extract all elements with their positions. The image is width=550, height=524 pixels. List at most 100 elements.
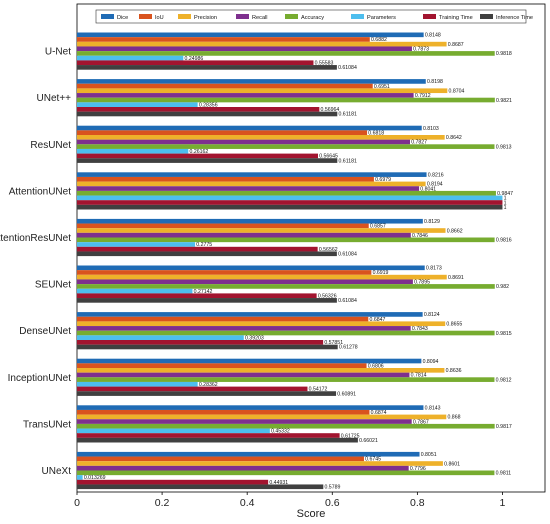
value-label-8-0: 0.8143 xyxy=(425,405,441,411)
value-label-0-6: 0.55583 xyxy=(315,60,334,66)
value-label-8-6: 0.61725 xyxy=(341,433,360,439)
value-label-1-1: 0.6951 xyxy=(374,84,390,90)
legend-swatch-2 xyxy=(178,14,191,19)
x-tick-label-5: 1 xyxy=(500,497,506,509)
value-label-5-5: 0.27142 xyxy=(194,289,213,295)
legend-swatch-1 xyxy=(139,14,152,19)
x-tick-label-2: 0.4 xyxy=(240,497,255,509)
bar-5-6 xyxy=(77,293,317,299)
bar-7-2 xyxy=(77,368,445,373)
bar-2-3 xyxy=(77,139,411,145)
legend-box xyxy=(95,9,527,24)
value-label-2-2: 0.8642 xyxy=(446,135,462,141)
bar-3-3 xyxy=(77,186,420,191)
category-label-2: ResUNet xyxy=(30,140,71,151)
bar-3-6 xyxy=(77,200,503,205)
value-label-0-4: 0.9818 xyxy=(496,51,512,57)
value-label-3-4: 0.9847 xyxy=(497,191,513,197)
bar-6-1 xyxy=(77,316,369,322)
bar-0-0 xyxy=(77,32,424,38)
value-label-4-1: 0.6857 xyxy=(370,224,386,230)
value-label-0-0: 0.8148 xyxy=(425,33,441,39)
category-label-1: UNet++ xyxy=(37,93,72,104)
value-label-2-1: 0.6818 xyxy=(368,130,384,136)
value-label-8-2: 0.868 xyxy=(447,415,460,421)
value-label-0-2: 0.8687 xyxy=(448,42,464,48)
value-label-7-1: 0.6806 xyxy=(368,363,384,369)
bar-4-0 xyxy=(77,218,423,224)
category-label-5: SEUNet xyxy=(35,280,71,291)
bar-5-5 xyxy=(77,288,193,294)
value-label-6-1: 0.6847 xyxy=(370,317,386,323)
bar-0-2 xyxy=(77,41,447,47)
value-label-5-0: 0.8173 xyxy=(426,266,442,272)
category-label-7: InceptionUNet xyxy=(8,373,72,384)
category-label-4: AttentionResUNet xyxy=(0,233,71,244)
value-label-5-2: 0.8691 xyxy=(448,275,464,281)
bar-4-3 xyxy=(77,232,411,238)
value-label-0-3: 0.7873 xyxy=(413,47,429,53)
value-label-4-7: 0.61084 xyxy=(338,252,357,258)
value-label-3-7: 1 xyxy=(504,205,507,211)
x-tick-label-0: 0 xyxy=(74,497,80,509)
bar-6-3 xyxy=(77,326,411,331)
bar-9-6 xyxy=(77,479,269,485)
bar-2-5 xyxy=(77,148,189,154)
value-label-2-5: 0.26162 xyxy=(190,149,209,155)
value-label-0-5: 0.24986 xyxy=(185,56,204,62)
legend-label-7: Inference Time xyxy=(496,15,533,21)
bar-9-7 xyxy=(77,484,324,490)
value-label-6-2: 0.8655 xyxy=(446,321,462,327)
value-label-0-7: 0.61084 xyxy=(338,65,357,71)
value-label-2-4: 0.9813 xyxy=(496,144,512,150)
bar-1-2 xyxy=(77,88,448,94)
bar-5-4 xyxy=(77,284,495,289)
value-label-7-6: 0.54172 xyxy=(309,387,328,393)
value-label-6-3: 0.7843 xyxy=(412,326,428,332)
value-label-3-5: 1 xyxy=(504,196,507,202)
value-labels-layer: 0.8148 0.6882 0.8687 0.7873 0.9818 0.24986 0.5… xyxy=(84,33,513,491)
bar-7-6 xyxy=(77,386,308,392)
value-label-2-6: 0.56645 xyxy=(319,154,338,160)
bar-2-6 xyxy=(77,153,318,159)
value-label-4-6: 0.56562 xyxy=(319,247,338,253)
bar-6-0 xyxy=(77,312,423,317)
legend-swatch-7 xyxy=(480,14,493,19)
value-label-7-5: 0.28362 xyxy=(199,382,218,388)
value-label-1-3: 0.7912 xyxy=(415,93,431,99)
value-label-3-2: 0.8194 xyxy=(427,182,443,188)
bar-1-4 xyxy=(77,97,495,103)
bar-1-7 xyxy=(77,111,338,117)
bar-4-2 xyxy=(77,228,446,233)
bar-6-4 xyxy=(77,330,495,336)
bar-3-4 xyxy=(77,190,496,196)
bar-8-6 xyxy=(77,433,340,438)
value-label-1-2: 0.8704 xyxy=(449,88,465,94)
value-label-7-4: 0.9812 xyxy=(496,377,512,383)
x-tick-label-4: 0.8 xyxy=(410,497,425,509)
bar-9-1 xyxy=(77,456,364,462)
bar-8-2 xyxy=(77,414,447,420)
value-label-4-2: 0.8662 xyxy=(447,228,463,234)
bar-6-2 xyxy=(77,321,446,327)
legend-swatch-3 xyxy=(236,14,249,19)
value-label-4-4: 0.9816 xyxy=(496,238,512,244)
value-label-3-3: 0.8041 xyxy=(420,186,436,192)
legend-swatch-5 xyxy=(351,14,364,19)
value-label-3-0: 0.8216 xyxy=(428,172,444,178)
value-label-4-0: 0.8129 xyxy=(424,219,440,225)
value-label-4-5: 0.2775 xyxy=(196,242,212,248)
value-label-1-6: 0.56964 xyxy=(321,107,340,113)
value-label-6-0: 0.8124 xyxy=(424,312,440,318)
value-label-3-6: 1 xyxy=(504,200,507,206)
bar-1-3 xyxy=(77,93,414,98)
legend-label-1: IoU xyxy=(155,15,164,21)
legend-label-4: Accuracy xyxy=(301,15,324,21)
bar-1-6 xyxy=(77,107,320,112)
legend-label-0: Dice xyxy=(117,15,128,21)
value-label-9-2: 0.8601 xyxy=(444,461,460,467)
bar-1-5 xyxy=(77,102,198,107)
bar-9-0 xyxy=(77,451,420,457)
bar-2-4 xyxy=(77,144,495,149)
value-label-9-4: 0.9811 xyxy=(496,471,512,477)
